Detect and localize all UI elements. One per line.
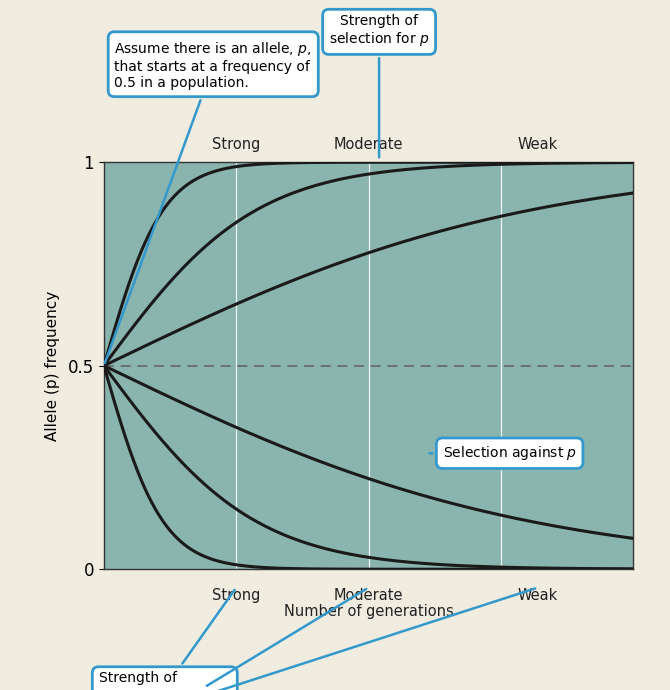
Text: Assume there is an allele, $p$,
that starts at a frequency of
0.5 in a populatio: Assume there is an allele, $p$, that sta… — [105, 40, 312, 363]
Text: Weak: Weak — [518, 137, 558, 152]
Text: Strength of
selection against $p$: Strength of selection against $p$ — [98, 590, 234, 690]
Text: Strong: Strong — [212, 588, 261, 602]
Text: Strong: Strong — [212, 137, 261, 152]
Text: Strength of
selection for $p$: Strength of selection for $p$ — [329, 14, 429, 157]
Text: Moderate: Moderate — [334, 137, 403, 152]
Y-axis label: Allele (p) frequency: Allele (p) frequency — [44, 290, 60, 441]
Text: Weak: Weak — [518, 588, 558, 602]
Text: Selection against $p$: Selection against $p$ — [429, 444, 577, 462]
Text: Number of generations: Number of generations — [283, 604, 454, 619]
Text: Moderate: Moderate — [334, 588, 403, 602]
